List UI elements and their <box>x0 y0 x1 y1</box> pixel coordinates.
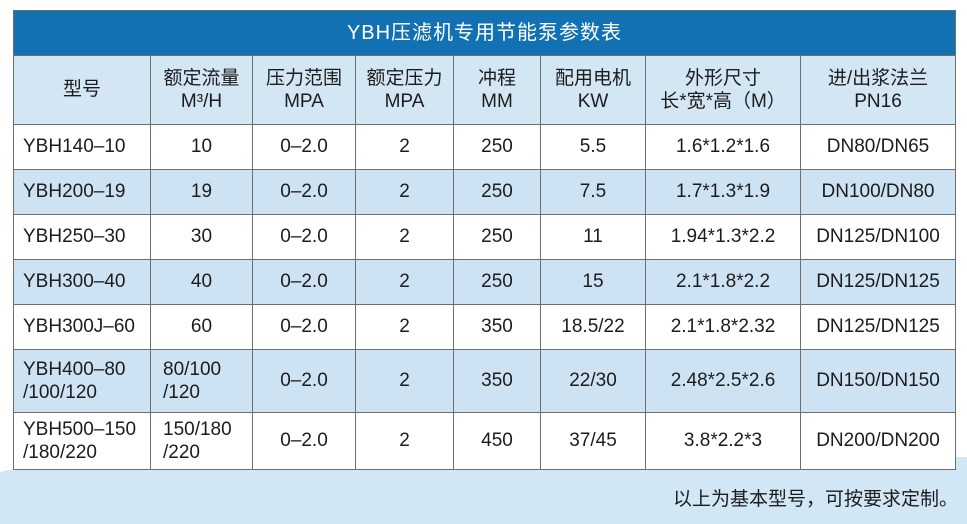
cell-pressure-range: 0–2.0 <box>252 124 356 170</box>
header-line2: KW <box>577 91 609 112</box>
cell-motor: 15 <box>540 259 646 305</box>
header-line1: 型号 <box>62 79 101 101</box>
column-header-motor: 配用电机 KW <box>540 55 646 125</box>
cell-flange: DN125/DN125 <box>800 259 956 305</box>
cell-rated-flow: 30 <box>150 214 253 260</box>
table-header-row: 型号 额定流量 M³/H 压力范围 MPA 额定压力 MPA 冲程 MM 配用电机 KW … <box>13 55 956 125</box>
header-line2: PN16 <box>854 91 902 112</box>
header-line1: 额定压力 <box>366 67 443 89</box>
cell-motor: 5.5 <box>540 124 646 170</box>
cell-dimensions: 3.8*2.2*3 <box>645 412 801 470</box>
header-line1: 冲程 <box>477 67 516 89</box>
table-row: YBH500–150 /180/220 150/180 /220 0–2.0 2… <box>13 412 956 470</box>
cell-pressure-range: 0–2.0 <box>252 259 356 305</box>
cell-rated-flow: 40 <box>150 259 253 305</box>
cell-flange: DN125/DN125 <box>800 304 956 350</box>
table-row: YBH140–10 10 0–2.0 2 250 5.5 1.6*1.2*1.6… <box>13 124 956 170</box>
cell-pressure-range: 0–2.0 <box>252 214 356 260</box>
cell-rated-pressure: 2 <box>355 169 454 215</box>
column-header-rated-flow: 额定流量 M³/H <box>150 55 253 125</box>
cell-dimensions: 2.1*1.8*2.2 <box>645 259 801 305</box>
cell-stroke: 250 <box>453 259 541 305</box>
header-line2: MPA <box>284 91 324 112</box>
cell-motor: 37/45 <box>540 412 646 470</box>
pump-parameter-table: YBH压滤机专用节能泵参数表 型号 额定流量 M³/H 压力范围 MPA 额定压力 M… <box>13 10 956 470</box>
header-line1: 进/出浆法兰 <box>827 67 929 89</box>
header-line1: 额定流量 <box>163 67 240 89</box>
cell-motor: 18.5/22 <box>540 304 646 350</box>
header-line2: 长*宽*高（M） <box>660 91 786 112</box>
header-line2: M³/H <box>180 91 223 112</box>
cell-flange: DN150/DN150 <box>800 349 956 413</box>
header-line2: MPA <box>384 91 425 112</box>
cell-stroke: 350 <box>453 304 541 350</box>
cell-dimensions: 2.1*1.8*2.32 <box>645 304 801 350</box>
cell-rated-pressure: 2 <box>355 304 454 350</box>
cell-rated-pressure: 2 <box>355 214 454 260</box>
header-line1: 外形尺寸 <box>684 67 761 89</box>
cell-rated-pressure: 2 <box>355 412 454 470</box>
column-header-rated-pressure: 额定压力 MPA <box>355 55 454 125</box>
table-row: YBH300–40 40 0–2.0 2 250 15 2.1*1.8*2.2 … <box>13 259 956 305</box>
cell-flange: DN125/DN100 <box>800 214 956 260</box>
cell-stroke: 350 <box>453 349 541 413</box>
table-title-row: YBH压滤机专用节能泵参数表 <box>13 10 956 56</box>
cell-rated-flow: 10 <box>150 124 253 170</box>
cell-model: YBH300–40 <box>13 259 151 305</box>
cell-motor: 22/30 <box>540 349 646 413</box>
cell-dimensions: 1.7*1.3*1.9 <box>645 169 801 215</box>
cell-dimensions: 1.94*1.3*2.2 <box>645 214 801 260</box>
table-title: YBH压滤机专用节能泵参数表 <box>13 10 956 56</box>
cell-model: YBH400–80 /100/120 <box>13 349 151 413</box>
cell-pressure-range: 0–2.0 <box>252 349 356 413</box>
cell-model: YBH200–19 <box>13 169 151 215</box>
cell-model: YBH300J–60 <box>13 304 151 350</box>
cell-flange: DN80/DN65 <box>800 124 956 170</box>
table-row: YBH400–80 /100/120 80/100 /120 0–2.0 2 3… <box>13 349 956 413</box>
column-header-stroke: 冲程 MM <box>453 55 541 125</box>
cell-rated-pressure: 2 <box>355 259 454 305</box>
cell-model: YBH140–10 <box>13 124 151 170</box>
table-row: YBH200–19 19 0–2.0 2 250 7.5 1.7*1.3*1.9… <box>13 169 956 215</box>
cell-pressure-range: 0–2.0 <box>252 169 356 215</box>
table-row: YBH300J–60 60 0–2.0 2 350 18.5/22 2.1*1.… <box>13 304 956 350</box>
header-line1: 压力范围 <box>265 67 342 89</box>
header-line1: 配用电机 <box>554 67 631 89</box>
cell-pressure-range: 0–2.0 <box>252 412 356 470</box>
header-line2: MM <box>481 91 513 112</box>
cell-rated-flow: 60 <box>150 304 253 350</box>
cell-dimensions: 2.48*2.5*2.6 <box>645 349 801 413</box>
cell-rated-pressure: 2 <box>355 349 454 413</box>
cell-motor: 11 <box>540 214 646 260</box>
column-header-model: 型号 <box>13 55 151 125</box>
cell-rated-flow: 19 <box>150 169 253 215</box>
column-header-pressure-range: 压力范围 MPA <box>252 55 356 125</box>
cell-rated-flow: 150/180 /220 <box>150 412 253 470</box>
cell-pressure-range: 0–2.0 <box>252 304 356 350</box>
cell-model: YBH250–30 <box>13 214 151 260</box>
cell-motor: 7.5 <box>540 169 646 215</box>
cell-stroke: 450 <box>453 412 541 470</box>
cell-stroke: 250 <box>453 124 541 170</box>
footer-note: 以上为基本型号，可按要求定制。 <box>672 489 958 510</box>
table-row: YBH250–30 30 0–2.0 2 250 11 1.94*1.3*2.2… <box>13 214 956 260</box>
cell-stroke: 250 <box>453 214 541 260</box>
column-header-flange: 进/出浆法兰 PN16 <box>800 55 956 125</box>
cell-stroke: 250 <box>453 169 541 215</box>
cell-dimensions: 1.6*1.2*1.6 <box>645 124 801 170</box>
column-header-dimensions: 外形尺寸 长*宽*高（M） <box>645 55 801 125</box>
cell-rated-pressure: 2 <box>355 124 454 170</box>
cell-model: YBH500–150 /180/220 <box>13 412 151 470</box>
cell-rated-flow: 80/100 /120 <box>150 349 253 413</box>
cell-flange: DN100/DN80 <box>800 169 956 215</box>
cell-flange: DN200/DN200 <box>800 412 956 470</box>
